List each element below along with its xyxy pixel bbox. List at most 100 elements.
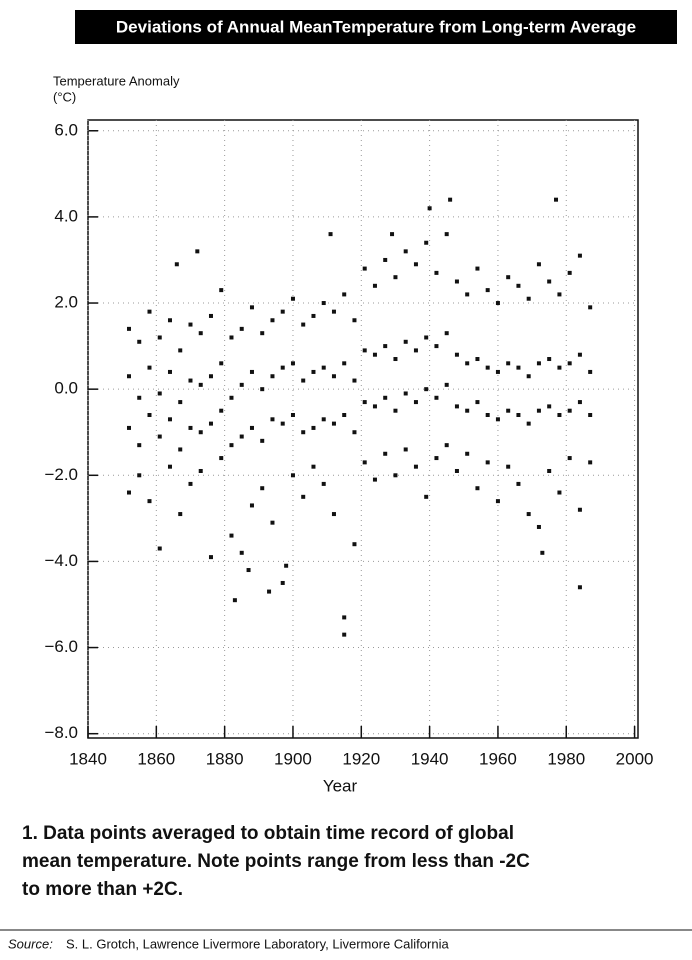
data-point	[342, 292, 347, 297]
data-point	[249, 369, 254, 374]
data-point	[342, 615, 347, 620]
data-point	[444, 443, 449, 448]
data-point	[475, 266, 480, 271]
data-point	[526, 374, 531, 379]
data-point	[219, 288, 224, 293]
data-point	[454, 279, 459, 284]
data-point	[362, 348, 367, 353]
data-point	[239, 434, 244, 439]
data-point	[198, 468, 203, 473]
data-point	[557, 413, 562, 418]
data-point	[270, 374, 275, 379]
data-point	[260, 486, 265, 491]
data-point	[588, 369, 593, 374]
data-point	[188, 378, 193, 383]
data-point	[413, 348, 418, 353]
data-point	[424, 335, 429, 340]
data-point	[516, 481, 521, 486]
data-point	[208, 555, 213, 560]
data-point	[167, 464, 172, 469]
data-point	[126, 374, 131, 379]
data-point	[284, 563, 289, 568]
data-point	[290, 361, 295, 366]
data-point	[147, 309, 152, 314]
data-point	[424, 240, 429, 245]
caption-line: mean temperature. Note points range from…	[22, 851, 530, 872]
data-point	[342, 632, 347, 637]
data-point	[588, 413, 593, 418]
data-point	[167, 417, 172, 422]
data-point	[178, 400, 183, 405]
data-point	[249, 425, 254, 430]
data-point	[260, 331, 265, 336]
source-text: S. L. Grotch, Lawrence Livermore Laborat…	[66, 936, 449, 951]
data-point	[232, 598, 237, 603]
data-point	[444, 382, 449, 387]
data-point	[557, 292, 562, 297]
data-point	[239, 326, 244, 331]
x-tick-label: 1920	[342, 749, 380, 768]
data-point	[352, 430, 357, 435]
data-point	[198, 430, 203, 435]
data-point	[126, 425, 131, 430]
data-point	[352, 318, 357, 323]
y-tick-label: −4.0	[44, 551, 78, 570]
data-point	[540, 550, 545, 555]
y-tick-label: 2.0	[54, 293, 78, 312]
data-point	[567, 456, 572, 461]
data-point	[174, 262, 179, 267]
data-point	[393, 357, 398, 362]
data-point	[495, 417, 500, 422]
data-point	[219, 456, 224, 461]
data-point	[249, 305, 254, 310]
data-point	[290, 473, 295, 478]
data-point	[246, 568, 251, 573]
data-point	[331, 374, 336, 379]
data-point	[198, 382, 203, 387]
data-point	[280, 580, 285, 585]
data-point	[403, 447, 408, 452]
x-tick-label: 1900	[274, 749, 312, 768]
data-point	[219, 408, 224, 413]
x-tick-label: 2000	[616, 749, 654, 768]
data-point	[321, 417, 326, 422]
data-point	[137, 473, 142, 478]
data-point	[352, 378, 357, 383]
data-point	[393, 473, 398, 478]
data-point	[249, 503, 254, 508]
data-point	[311, 369, 316, 374]
data-point	[454, 404, 459, 409]
data-point	[383, 451, 388, 456]
caption-line: to more than +2C.	[22, 879, 183, 900]
data-point	[321, 481, 326, 486]
data-point	[475, 357, 480, 362]
data-point	[208, 421, 213, 426]
data-point	[372, 404, 377, 409]
data-point	[178, 348, 183, 353]
data-point	[485, 413, 490, 418]
plot-frame	[87, 119, 639, 739]
data-point	[516, 365, 521, 370]
data-point	[567, 361, 572, 366]
data-point	[157, 546, 162, 551]
data-point	[229, 335, 234, 340]
data-point	[465, 408, 470, 413]
data-point	[229, 443, 234, 448]
data-point	[328, 232, 333, 237]
data-point	[390, 232, 395, 237]
data-point	[126, 490, 131, 495]
data-point	[362, 400, 367, 405]
y-tick-label: −6.0	[44, 637, 78, 656]
data-point	[301, 430, 306, 435]
data-point	[178, 447, 183, 452]
caption-line: 1. Data points averaged to obtain time r…	[22, 823, 514, 844]
y-axis-unit: (°C)	[53, 89, 76, 104]
data-point	[516, 413, 521, 418]
data-point	[301, 494, 306, 499]
x-tick-label: 1980	[547, 749, 585, 768]
data-point	[331, 421, 336, 426]
data-point	[506, 361, 511, 366]
data-point	[554, 197, 559, 202]
data-point	[362, 266, 367, 271]
